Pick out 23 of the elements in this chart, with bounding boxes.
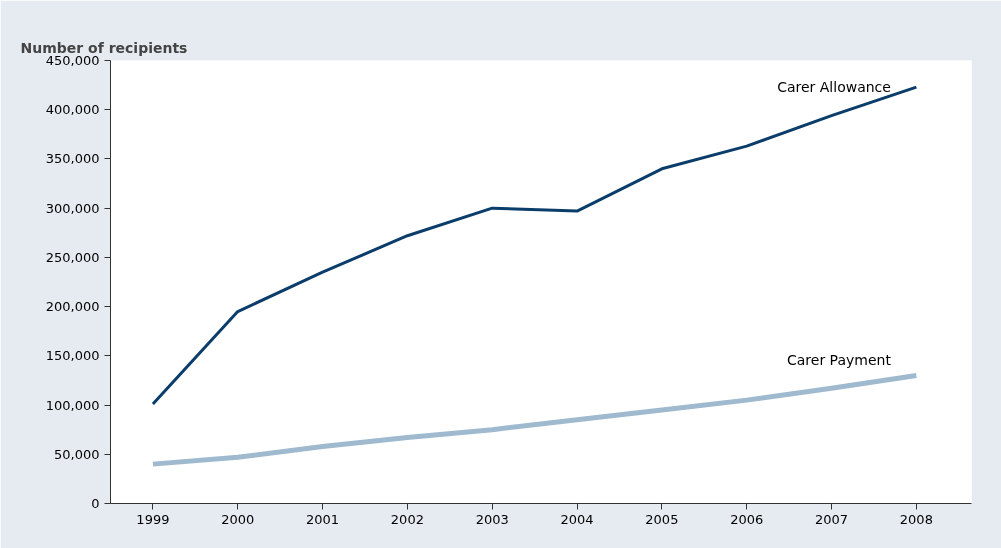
x-tick-label: 2008	[899, 511, 933, 527]
y-tick-label: 200,000	[45, 299, 100, 315]
x-tick-label: 2004	[560, 511, 594, 527]
y-tick-label: 400,000	[45, 102, 100, 118]
series-label: Carer Allowance	[777, 79, 891, 96]
y-tick-label: 0	[91, 496, 100, 511]
x-tick-label: 2003	[475, 511, 509, 527]
x-tick-label: 1999	[136, 511, 170, 527]
y-tick-label: 350,000	[45, 151, 100, 167]
y-tick-label: 250,000	[45, 249, 100, 265]
y-tick-label: 300,000	[45, 200, 100, 216]
x-tick-label: 2002	[390, 511, 424, 527]
y-axis-title: Number of recipients	[20, 39, 188, 56]
y-tick-label: 450,000	[45, 53, 100, 68]
x-tick-label: 2000	[221, 511, 255, 527]
y-tick-label: 150,000	[45, 348, 100, 364]
series-label: Carer Payment	[787, 351, 892, 368]
x-tick-label: 2007	[814, 511, 849, 527]
x-tick-label: 2001	[306, 511, 340, 527]
y-tick-label: 100,000	[45, 397, 100, 413]
x-tick-label: 2006	[730, 511, 764, 527]
x-tick-label: 2005	[645, 511, 679, 527]
y-tick-label: 50,000	[54, 446, 100, 462]
